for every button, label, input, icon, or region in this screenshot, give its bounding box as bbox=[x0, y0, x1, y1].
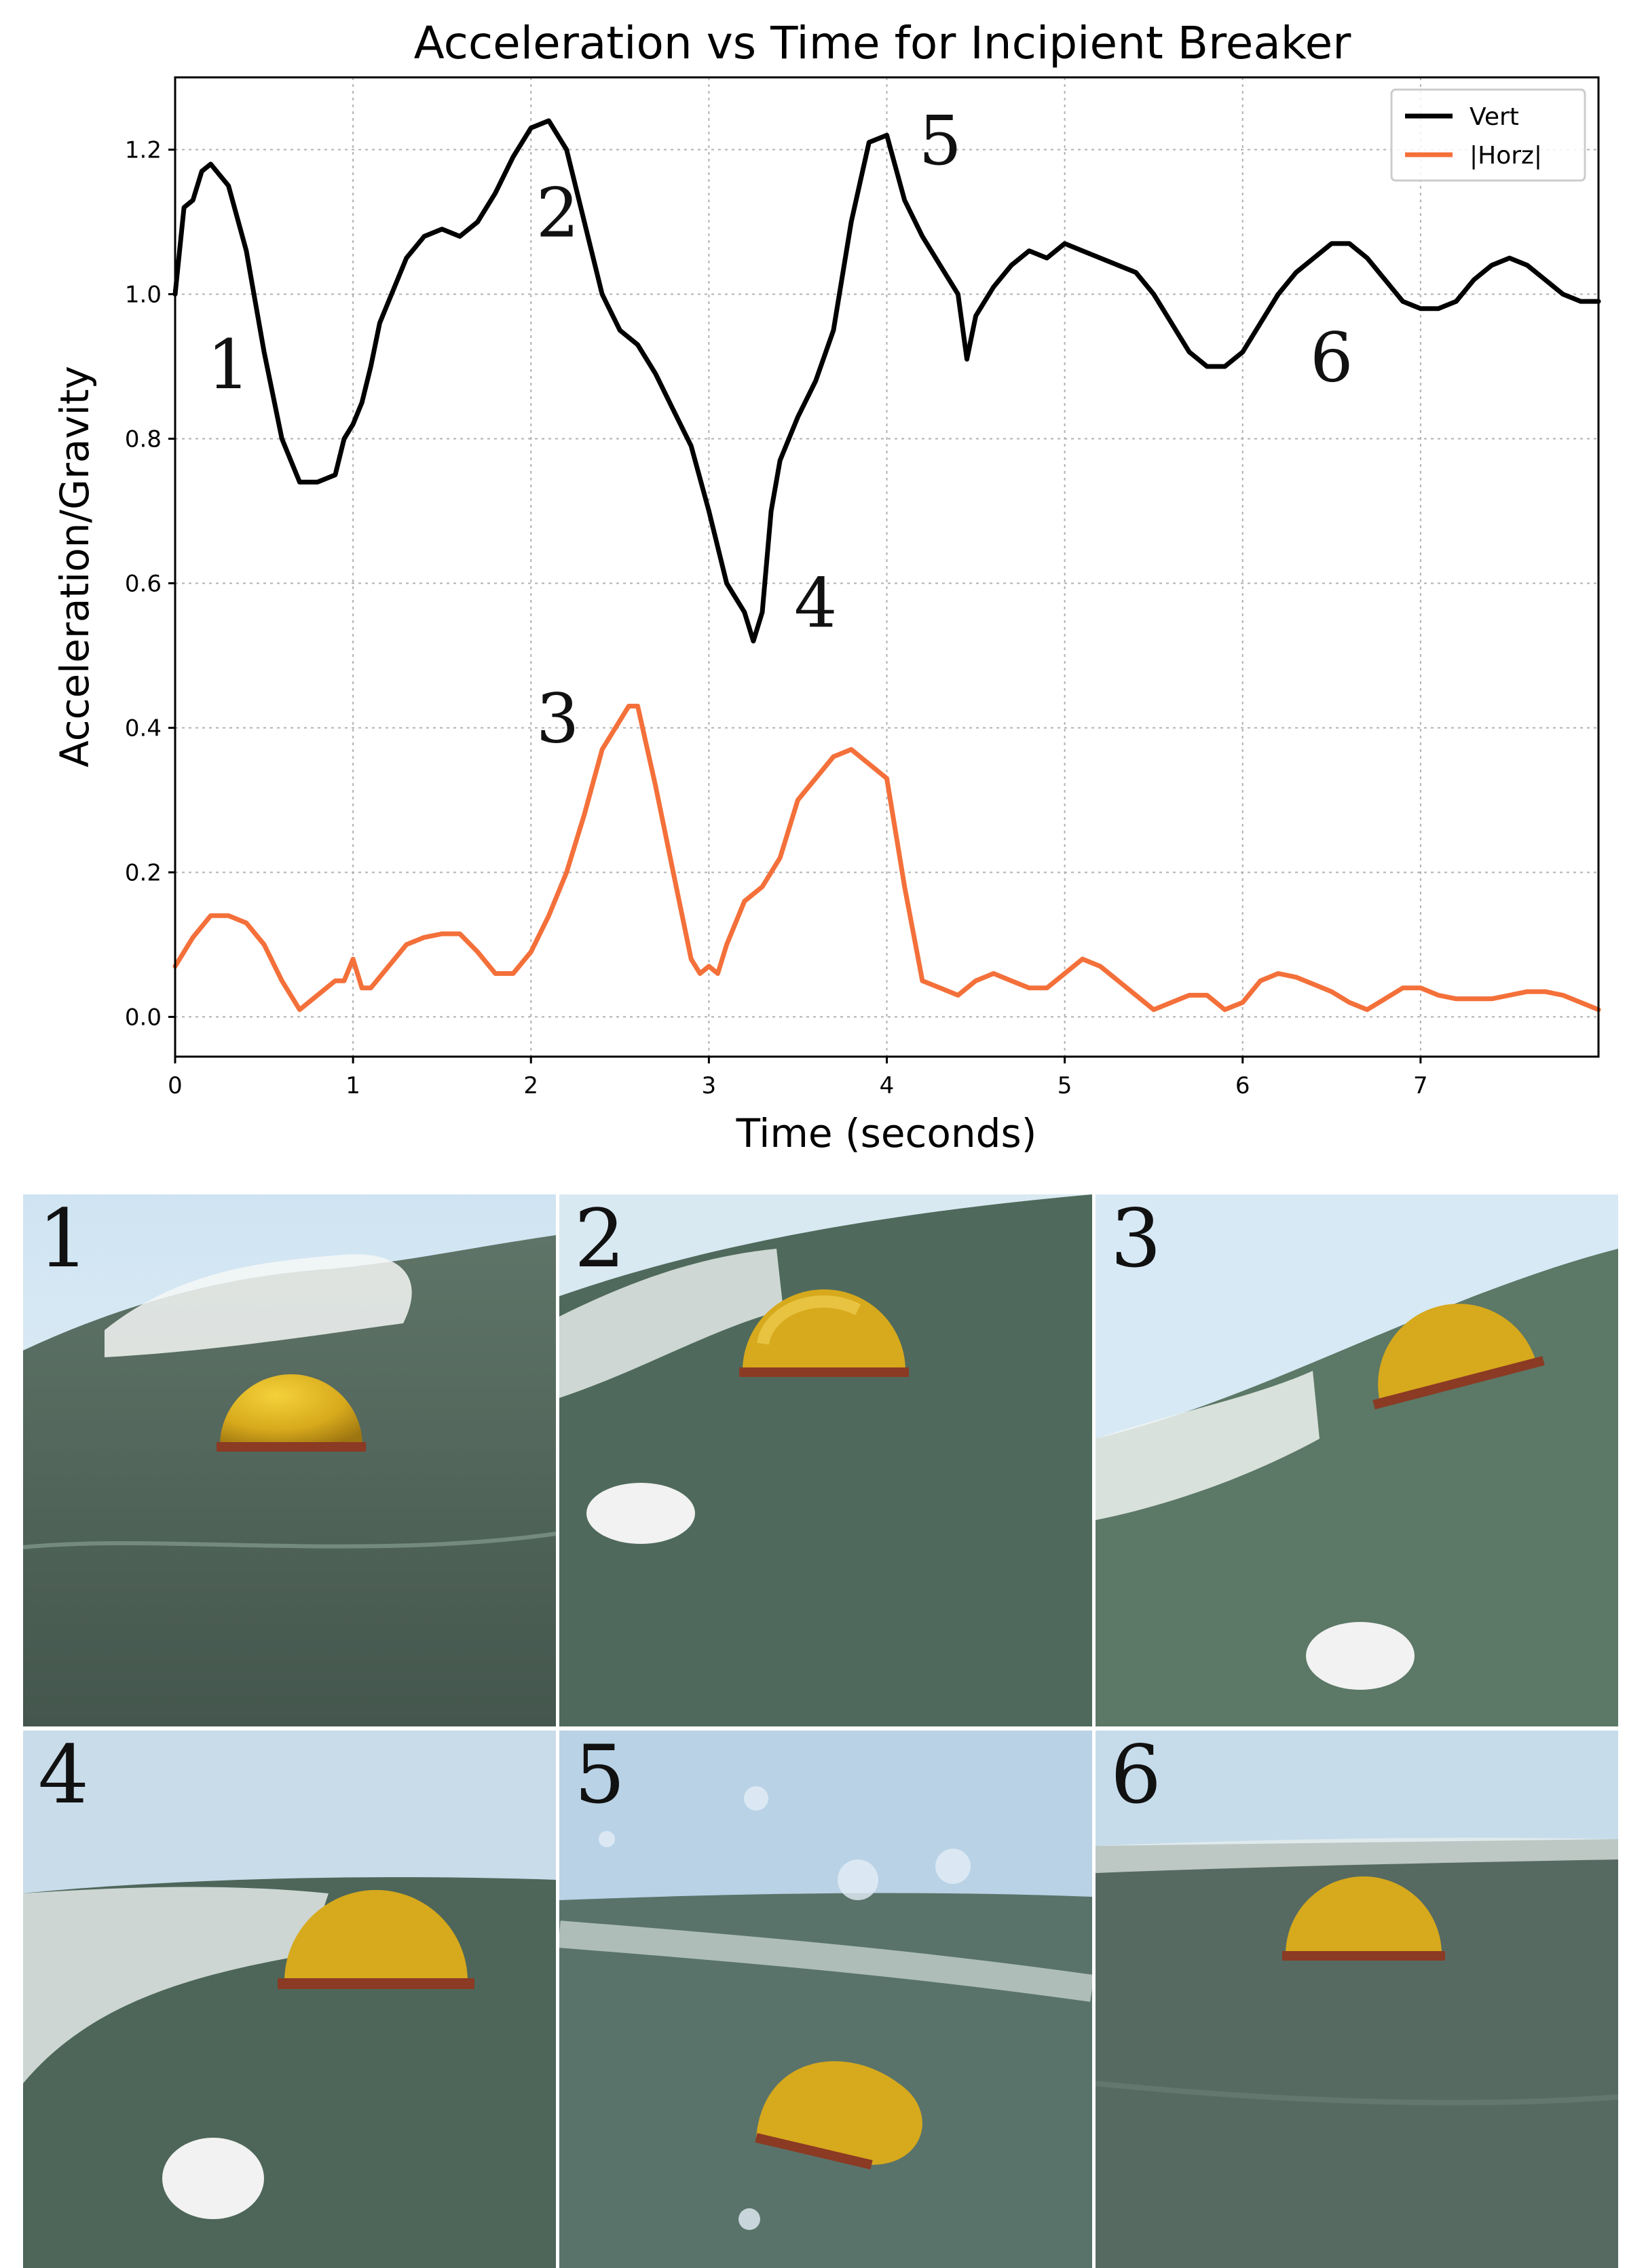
photo-grid: 1 2 3 4 bbox=[23, 1194, 1618, 2268]
y-tick-label: 1.2 bbox=[125, 136, 162, 164]
y-tick-label: 0.2 bbox=[125, 859, 162, 886]
plot-frame bbox=[174, 76, 1600, 1058]
photo-label-3: 3 bbox=[1110, 1194, 1162, 1285]
series-line-vert bbox=[172, 118, 1601, 644]
y-tick-label: 1.0 bbox=[125, 281, 162, 308]
photo-label-4: 4 bbox=[38, 1731, 90, 1821]
series-line-horz bbox=[172, 704, 1601, 1013]
x-tick-label: 1 bbox=[345, 1072, 360, 1099]
photo-panel-5: 5 bbox=[559, 1731, 1092, 2268]
photo-label-6: 6 bbox=[1110, 1731, 1162, 1821]
photo-panel-6: 6 bbox=[1096, 1731, 1618, 2268]
photo-scene-4 bbox=[23, 1731, 556, 2268]
photo-label-2: 2 bbox=[574, 1194, 626, 1285]
annotation-label: 2 bbox=[536, 173, 580, 252]
axis-ticks: 0 1 2 3 4 5 6 7 0.0 0.2 0.4 0.6 0.8 1.0 1.2 bbox=[125, 136, 1428, 1099]
y-tick-label: 0.4 bbox=[125, 715, 162, 742]
photo-scene-3 bbox=[1096, 1194, 1618, 1726]
photo-label-5: 5 bbox=[574, 1731, 626, 1821]
legend: Vert |Horz| bbox=[1390, 88, 1586, 182]
gridlines bbox=[174, 77, 1598, 1057]
photo-panel-4: 4 bbox=[23, 1731, 556, 2268]
x-tick-label: 7 bbox=[1413, 1072, 1428, 1099]
annotation-label: 6 bbox=[1310, 318, 1353, 397]
photo-label-1: 1 bbox=[38, 1194, 90, 1285]
photo-scene-2 bbox=[559, 1194, 1092, 1726]
acceleration-chart: Acceleration vs Time for Incipient Break… bbox=[52, 17, 1601, 1156]
legend-label-horz: |Horz| bbox=[1470, 142, 1542, 170]
annotation-label: 3 bbox=[536, 679, 580, 759]
y-tick-label: 0.0 bbox=[125, 1004, 162, 1031]
annotations: 1 2 3 4 5 6 bbox=[207, 101, 1353, 759]
chart-title: Acceleration vs Time for Incipient Break… bbox=[414, 17, 1352, 69]
annotation-label: 1 bbox=[207, 325, 250, 404]
photo-panel-3: 3 bbox=[1096, 1194, 1618, 1726]
x-tick-label: 0 bbox=[168, 1072, 183, 1099]
photo-panel-2: 2 bbox=[559, 1194, 1092, 1726]
legend-label-vert: Vert bbox=[1470, 103, 1519, 131]
photo-panel-1: 1 bbox=[23, 1194, 556, 1726]
x-axis-label: Time (seconds) bbox=[736, 1110, 1037, 1156]
y-axis-label: Acceleration/Gravity bbox=[52, 366, 98, 768]
x-tick-label: 2 bbox=[523, 1072, 538, 1099]
y-tick-label: 0.8 bbox=[125, 426, 162, 453]
x-tick-label: 3 bbox=[702, 1072, 717, 1099]
photo-scene-5 bbox=[559, 1731, 1092, 2268]
x-tick-label: 5 bbox=[1058, 1072, 1072, 1099]
x-tick-label: 4 bbox=[880, 1072, 895, 1099]
annotation-label: 4 bbox=[794, 563, 838, 643]
photo-scene-1 bbox=[23, 1194, 556, 1726]
annotation-label: 5 bbox=[918, 101, 962, 181]
y-tick-label: 0.6 bbox=[125, 570, 162, 597]
photo-scene-6 bbox=[1096, 1731, 1618, 2268]
x-tick-label: 6 bbox=[1235, 1072, 1250, 1099]
data-series bbox=[172, 118, 1601, 1013]
